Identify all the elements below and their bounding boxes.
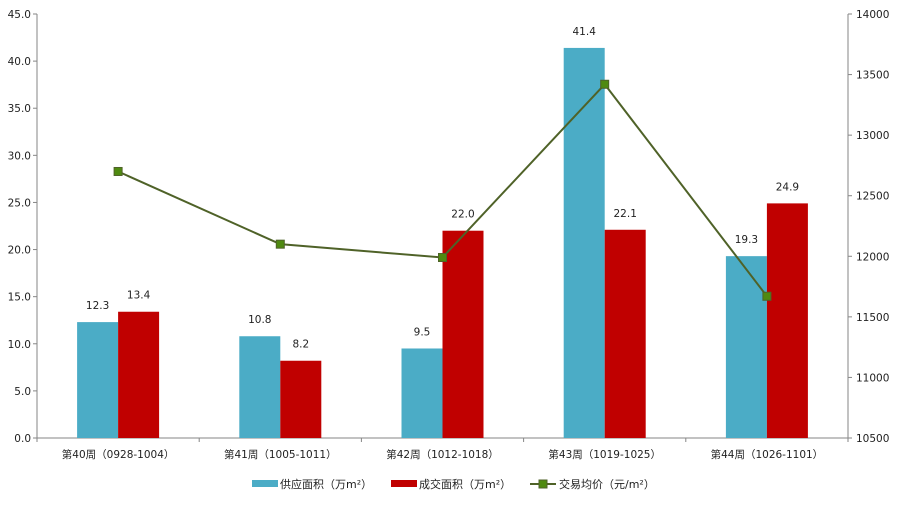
data-label: 22.1 [614,208,637,220]
price-marker [762,291,772,301]
x-category-label: 第41周（1005-1011） [224,448,337,461]
right-tick-label: 14000 [856,9,889,21]
data-label: 8.2 [292,339,309,351]
left-tick-label: 30.0 [8,150,31,162]
price-marker [275,239,285,249]
price-marker [438,252,447,262]
left-tick-label: 15.0 [8,292,31,304]
legend-swatch-deal [391,480,417,487]
legend-swatch-supply [252,480,278,487]
left-tick-label: 10.0 [8,339,31,351]
right-tick-label: 11500 [856,312,889,324]
right-tick-label: 13000 [856,130,889,142]
bar-supply [401,348,443,438]
right-tick-label: 12000 [856,251,889,263]
price-marker [600,79,610,89]
left-tick-label: 5.0 [14,386,31,398]
data-label: 9.5 [414,326,431,338]
left-tick-label: 0.0 [14,433,31,445]
data-label: 24.9 [776,181,799,193]
bar-supply [77,322,119,438]
legend-label-supply: 供应面积（万m²） [280,477,372,491]
data-label: 12.3 [86,300,109,312]
left-tick-label: 35.0 [8,103,31,115]
right-tick-label: 12500 [856,191,889,203]
bar-supply [563,47,605,439]
data-label: 41.4 [573,26,597,38]
legend-label-deal: 成交面积（万m²） [419,477,511,491]
legend-label-price: 交易均价（元/m²） [559,477,655,491]
left-tick-label: 20.0 [8,245,31,257]
x-category-label: 第44周（1026-1101） [711,448,824,461]
price-marker [113,166,123,176]
x-category-label: 第43周（1019-1025） [548,448,661,461]
bar-supply [725,256,767,438]
x-category-label: 第42周（1012-1018） [386,448,499,461]
right-tick-label: 10500 [856,433,889,445]
left-tick-label: 40.0 [8,56,31,68]
x-category-label: 第40周（0928-1004） [62,448,175,461]
bar-deal [604,229,646,438]
data-label: 22.0 [451,209,474,221]
right-tick-label: 13500 [856,70,889,82]
bar-deal [442,230,484,438]
data-label: 13.4 [127,290,151,302]
bar-supply [239,336,281,438]
legend-marker-price [538,479,548,489]
data-label: 10.8 [248,314,271,326]
right-tick-label: 11000 [856,372,889,384]
bar-deal [766,203,808,438]
left-tick-label: 45.0 [8,9,31,21]
left-tick-label: 25.0 [8,197,31,209]
bar-deal [118,311,160,438]
data-label: 19.3 [735,234,758,246]
bar-deal [280,360,322,438]
